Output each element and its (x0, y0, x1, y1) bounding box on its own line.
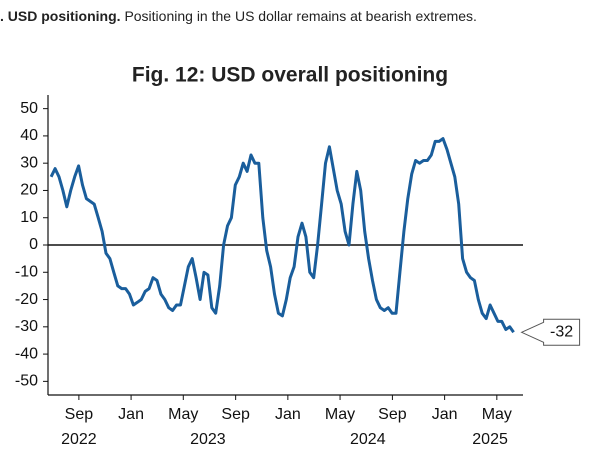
y-tick-label: 30 (20, 154, 38, 171)
header-lead: . USD positioning. (0, 8, 121, 24)
end-label: -32 (550, 323, 573, 340)
y-tick-label: 20 (20, 182, 38, 199)
y-tick-label: 40 (20, 127, 38, 144)
year-label: 2025 (472, 431, 508, 448)
y-tick-label: -50 (15, 373, 38, 390)
y-tick-label: 10 (20, 209, 38, 226)
year-label: 2023 (190, 431, 226, 448)
x-tick-label: Sep (378, 406, 407, 423)
x-tick-label: May (168, 406, 198, 423)
callout-box (520, 318, 581, 346)
data-line (49, 137, 515, 334)
y-tick-label: 0 (29, 236, 38, 253)
x-tick-label: Jan (432, 406, 458, 423)
y-tick-label: -40 (15, 345, 38, 362)
chart-title: Fig. 12: USD overall positioning (132, 64, 448, 87)
x-tick-label: May (325, 406, 355, 423)
year-label: 2024 (350, 431, 386, 448)
x-tick-label: Jan (275, 406, 301, 423)
y-tick-label: -30 (15, 318, 38, 335)
x-tick-label: May (482, 406, 512, 423)
y-tick-label: -20 (15, 291, 38, 308)
y-tick-label: 50 (20, 100, 38, 117)
x-tick-label: Jan (118, 406, 144, 423)
y-tick-label: -10 (15, 263, 38, 280)
x-tick-label: Sep (221, 406, 250, 423)
header-text: Positioning in the US dollar remains at … (124, 8, 477, 24)
year-label: 2022 (61, 431, 97, 448)
header: . USD positioning. Positioning in the US… (0, 8, 477, 24)
x-tick-label: Sep (65, 406, 94, 423)
